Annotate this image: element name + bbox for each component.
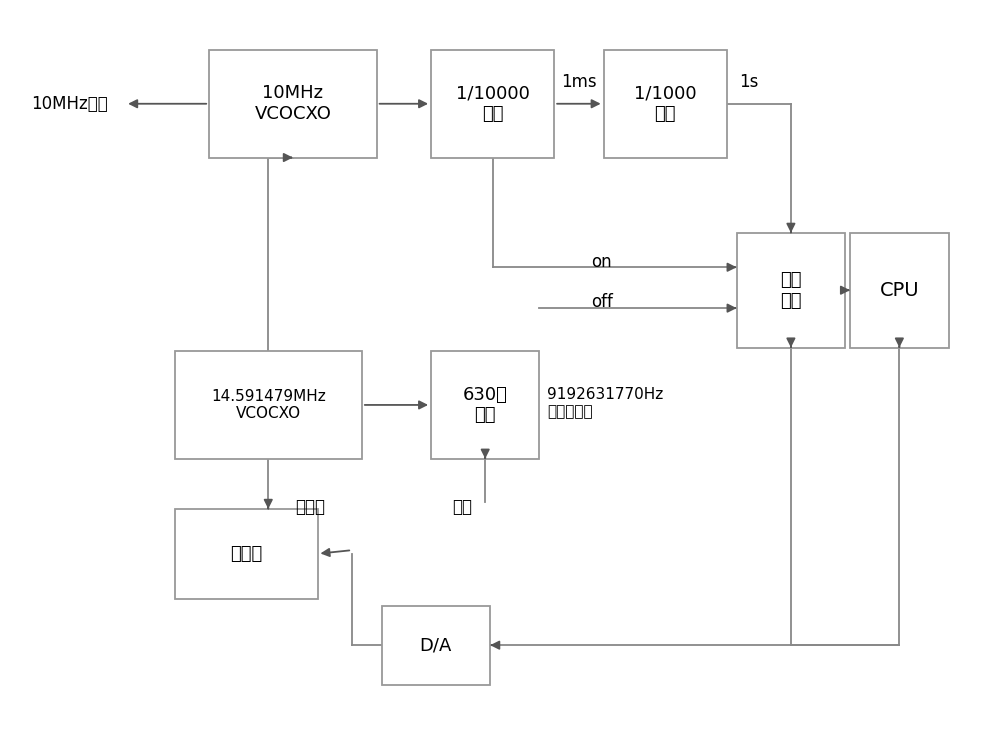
Text: CPU: CPU [880, 281, 919, 300]
Text: D/A: D/A [420, 636, 452, 654]
Text: 时差
测量: 时差 测量 [780, 270, 802, 310]
Bar [604, 50, 727, 158]
Text: off: off [591, 293, 613, 311]
Text: 10MHz
VCOCXO: 10MHz VCOCXO [254, 84, 331, 123]
Text: 10MHz输出: 10MHz输出 [32, 95, 108, 113]
Text: 调相: 调相 [453, 499, 473, 517]
Text: 1/1000
分频: 1/1000 分频 [634, 84, 696, 123]
Bar [737, 233, 845, 347]
Bar [850, 233, 949, 347]
Text: 14.591479MHz
VCOCXO: 14.591479MHz VCOCXO [211, 389, 326, 421]
Text: 铯束管: 铯束管 [230, 545, 262, 563]
Text: 1s: 1s [739, 73, 758, 91]
Bar [175, 509, 318, 599]
Text: 1/10000
分频: 1/10000 分频 [456, 84, 530, 123]
Text: 钟伺服: 钟伺服 [296, 499, 326, 517]
Bar [175, 351, 362, 459]
Bar [431, 351, 539, 459]
Text: 1ms: 1ms [561, 73, 597, 91]
Bar [431, 50, 554, 158]
Bar [209, 50, 377, 158]
Text: 9192631770Hz
钟激励信号: 9192631770Hz 钟激励信号 [547, 387, 664, 419]
Text: 630倍
倍频: 630倍 倍频 [463, 385, 508, 424]
Text: on: on [591, 252, 611, 270]
Bar [382, 606, 490, 685]
